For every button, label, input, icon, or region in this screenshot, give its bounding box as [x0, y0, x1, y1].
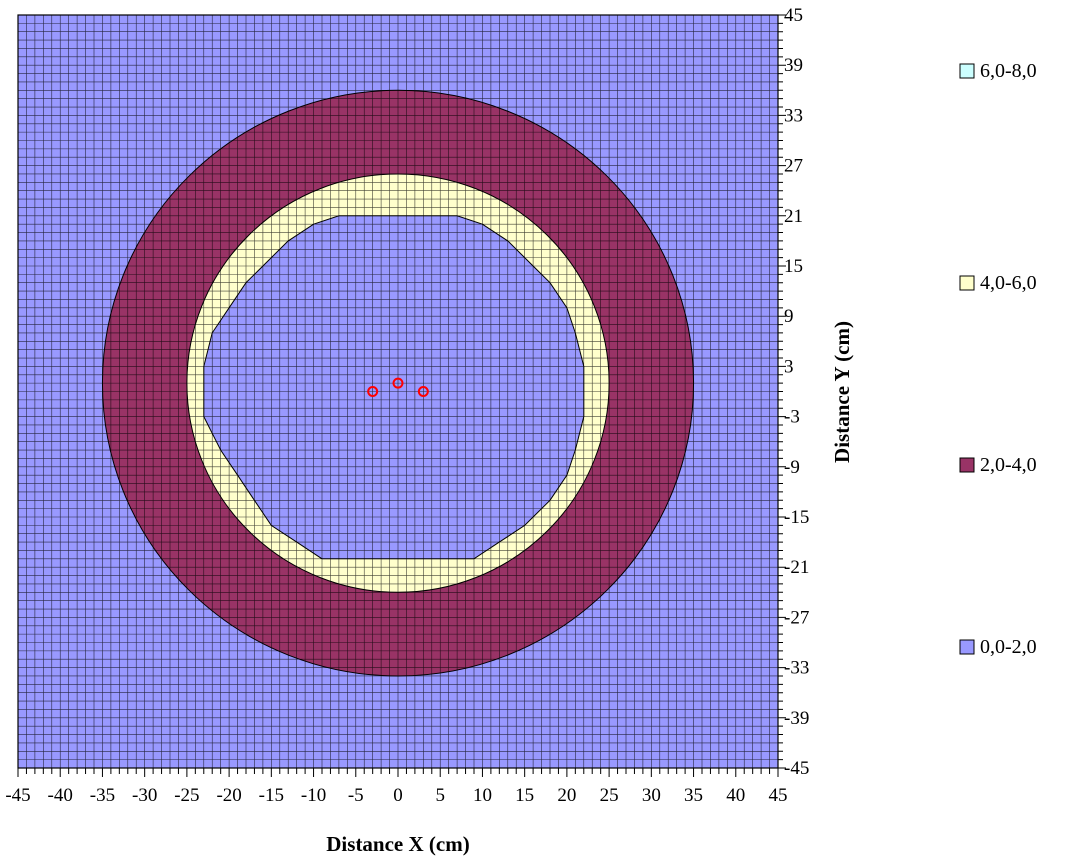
y-tick-label: 15 — [784, 256, 803, 277]
x-tick-label: 40 — [726, 785, 745, 806]
x-tick-label: -10 — [301, 785, 326, 806]
y-tick-label: 27 — [784, 156, 803, 177]
y-tick-label: 21 — [784, 206, 803, 227]
x-tick-label: -40 — [48, 785, 73, 806]
y-tick-label: -9 — [784, 457, 800, 478]
legend-label: 4,0-6,0 — [980, 272, 1037, 294]
y-tick-label: -39 — [784, 708, 809, 729]
grid-path — [18, 15, 778, 768]
grid-lines — [18, 15, 778, 768]
x-tick-label: 45 — [769, 785, 788, 806]
x-tick-label: -30 — [132, 785, 157, 806]
y-axis: 45 39 33 27 21 15 9 3 -3 -9 -15 -21 -27 -33 -39 -45 — [778, 5, 809, 779]
y-tick-label: -45 — [784, 758, 809, 779]
legend-swatch — [959, 639, 975, 655]
x-tick-label: 25 — [600, 785, 619, 806]
x-tick-label: 10 — [473, 785, 492, 806]
x-tick-label: 15 — [515, 785, 534, 806]
y-tick-label: 3 — [784, 356, 794, 377]
x-tick-marks — [17, 768, 779, 777]
marker-0 — [367, 386, 379, 397]
legend-item: 4,0-6,0 — [959, 272, 1037, 294]
y-tick-label: 39 — [784, 55, 803, 76]
legend-item: 6,0-8,0 — [959, 60, 1037, 82]
legend-label: 0,0-2,0 — [980, 636, 1037, 658]
marker-2 — [417, 386, 429, 397]
x-axis: -45 -40 -35 -30 -25 -20 -15 -10 -5 0 5 10 15 20 25 30 35… — [5, 768, 788, 806]
y-tick-label: 9 — [784, 306, 794, 327]
legend: 6,0-8,0 4,0-6,0 2,0-4,0 0,0-2,0 — [959, 60, 1037, 658]
marker-1 — [392, 377, 404, 389]
y-tick-label: -15 — [784, 507, 809, 528]
x-tick-label: 20 — [557, 785, 576, 806]
legend-swatch — [959, 63, 975, 79]
x-tick-label: 0 — [393, 785, 403, 806]
x-tick-label: -35 — [90, 785, 115, 806]
y-axis-title: Distance Y (cm) — [830, 321, 854, 463]
x-tick-label: -15 — [259, 785, 284, 806]
y-tick-label: -21 — [784, 557, 809, 578]
legend-item: 0,0-2,0 — [959, 636, 1037, 658]
y-tick-label: -3 — [784, 407, 800, 428]
x-tick-label: 5 — [435, 785, 445, 806]
y-tick-label: -33 — [784, 658, 809, 679]
x-tick-label: 30 — [642, 785, 661, 806]
y-tick-marks — [778, 14, 786, 769]
x-tick-label: -25 — [174, 785, 199, 806]
x-axis-title: Distance X (cm) — [326, 832, 469, 856]
legend-item: 2,0-4,0 — [959, 454, 1037, 476]
legend-swatch — [959, 275, 975, 291]
y-tick-label: -27 — [784, 607, 809, 628]
x-tick-label: -20 — [216, 785, 241, 806]
legend-label: 6,0-8,0 — [980, 60, 1037, 82]
y-tick-label: 45 — [784, 5, 803, 26]
legend-label: 2,0-4,0 — [980, 454, 1037, 476]
x-tick-label: 35 — [684, 785, 703, 806]
x-tick-label: -45 — [5, 785, 30, 806]
x-tick-label: -5 — [348, 785, 364, 806]
y-tick-label: 33 — [784, 105, 803, 126]
legend-swatch — [959, 457, 975, 473]
plot-area — [18, 15, 778, 768]
